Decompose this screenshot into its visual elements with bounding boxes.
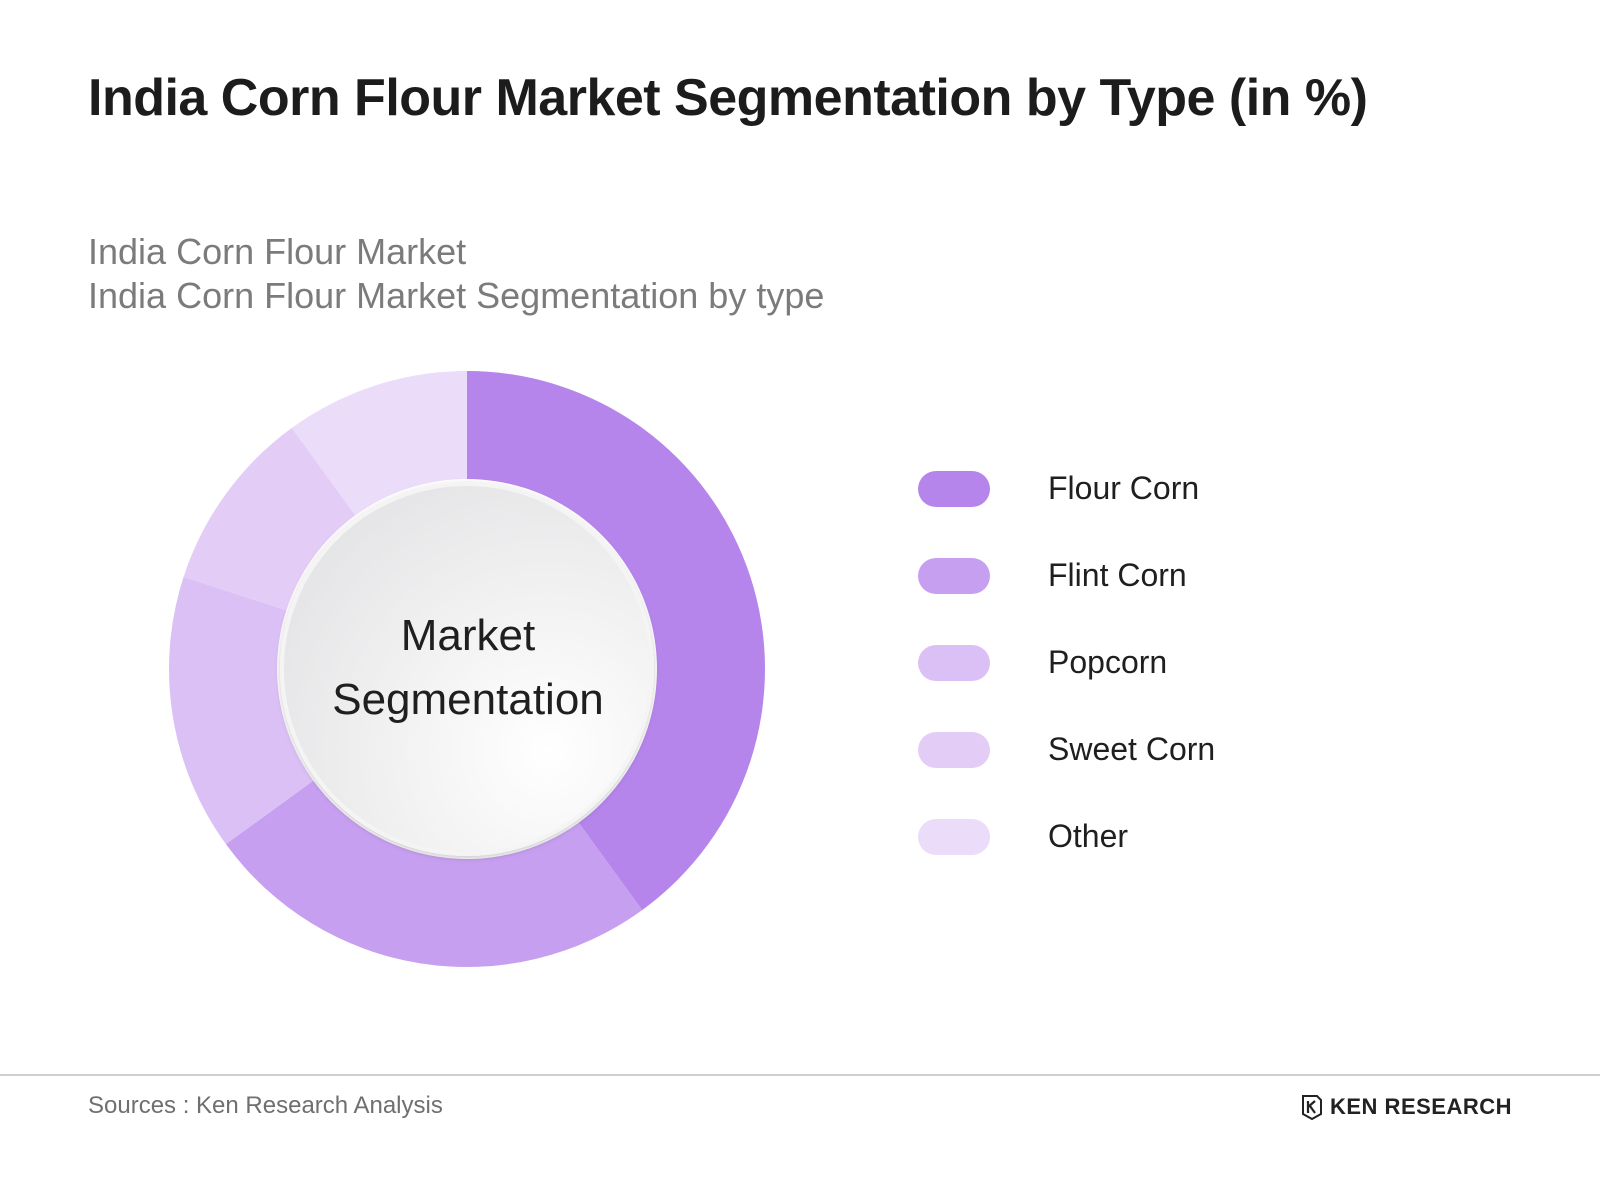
brand-name: KEN RESEARCH (1330, 1094, 1513, 1119)
donut-slice-flint-corn (225, 780, 643, 967)
donut-center-disc (280, 482, 654, 856)
donut-slice-popcorn (169, 576, 314, 845)
legend-item-popcorn: Popcorn (918, 619, 1215, 706)
legend-label: Sweet Corn (1048, 731, 1216, 767)
chart-title: India Corn Flour Market Segmentation by … (88, 69, 1368, 127)
source-note: Sources : Ken Research Analysis (88, 1092, 443, 1119)
ken-research-logo: KEN RESEARCH (1300, 1094, 1512, 1120)
donut-slice-other (291, 371, 467, 516)
chart-subtitle: India Corn Flour Market India Corn Flour… (88, 230, 824, 318)
center-label-line-1: Market (400, 611, 536, 660)
legend-label: Flour Corn (1048, 470, 1200, 506)
legend-swatch (918, 470, 990, 507)
legend-label: Flint Corn (1048, 557, 1187, 593)
donut-center-label: Market Segmentation (282, 604, 654, 732)
legend-label: Other (1048, 818, 1129, 854)
legend-item-other: Other (918, 793, 1215, 880)
legend-label: Popcorn (1048, 644, 1168, 680)
legend-swatch (918, 644, 990, 681)
legend-swatch (918, 731, 990, 768)
ken-research-logo-icon (1302, 1095, 1322, 1120)
legend-item-flint-corn: Flint Corn (918, 532, 1215, 619)
legend-swatch (918, 818, 990, 855)
subtitle-line-1: India Corn Flour Market (88, 231, 467, 272)
donut-slices (169, 371, 765, 967)
legend-item-sweet-corn: Sweet Corn (918, 706, 1215, 793)
center-label-line-2: Segmentation (332, 675, 604, 724)
footer-divider (0, 1074, 1600, 1076)
chart-legend: Flour Corn Flint Corn Popcorn Sweet Corn… (918, 445, 1215, 880)
subtitle-line-2: India Corn Flour Market Segmentation by … (88, 275, 825, 316)
donut-slice-flour-corn (467, 371, 765, 911)
legend-swatch (918, 557, 990, 594)
legend-item-flour-corn: Flour Corn (918, 445, 1215, 532)
donut-slice-sweet-corn (183, 427, 356, 611)
